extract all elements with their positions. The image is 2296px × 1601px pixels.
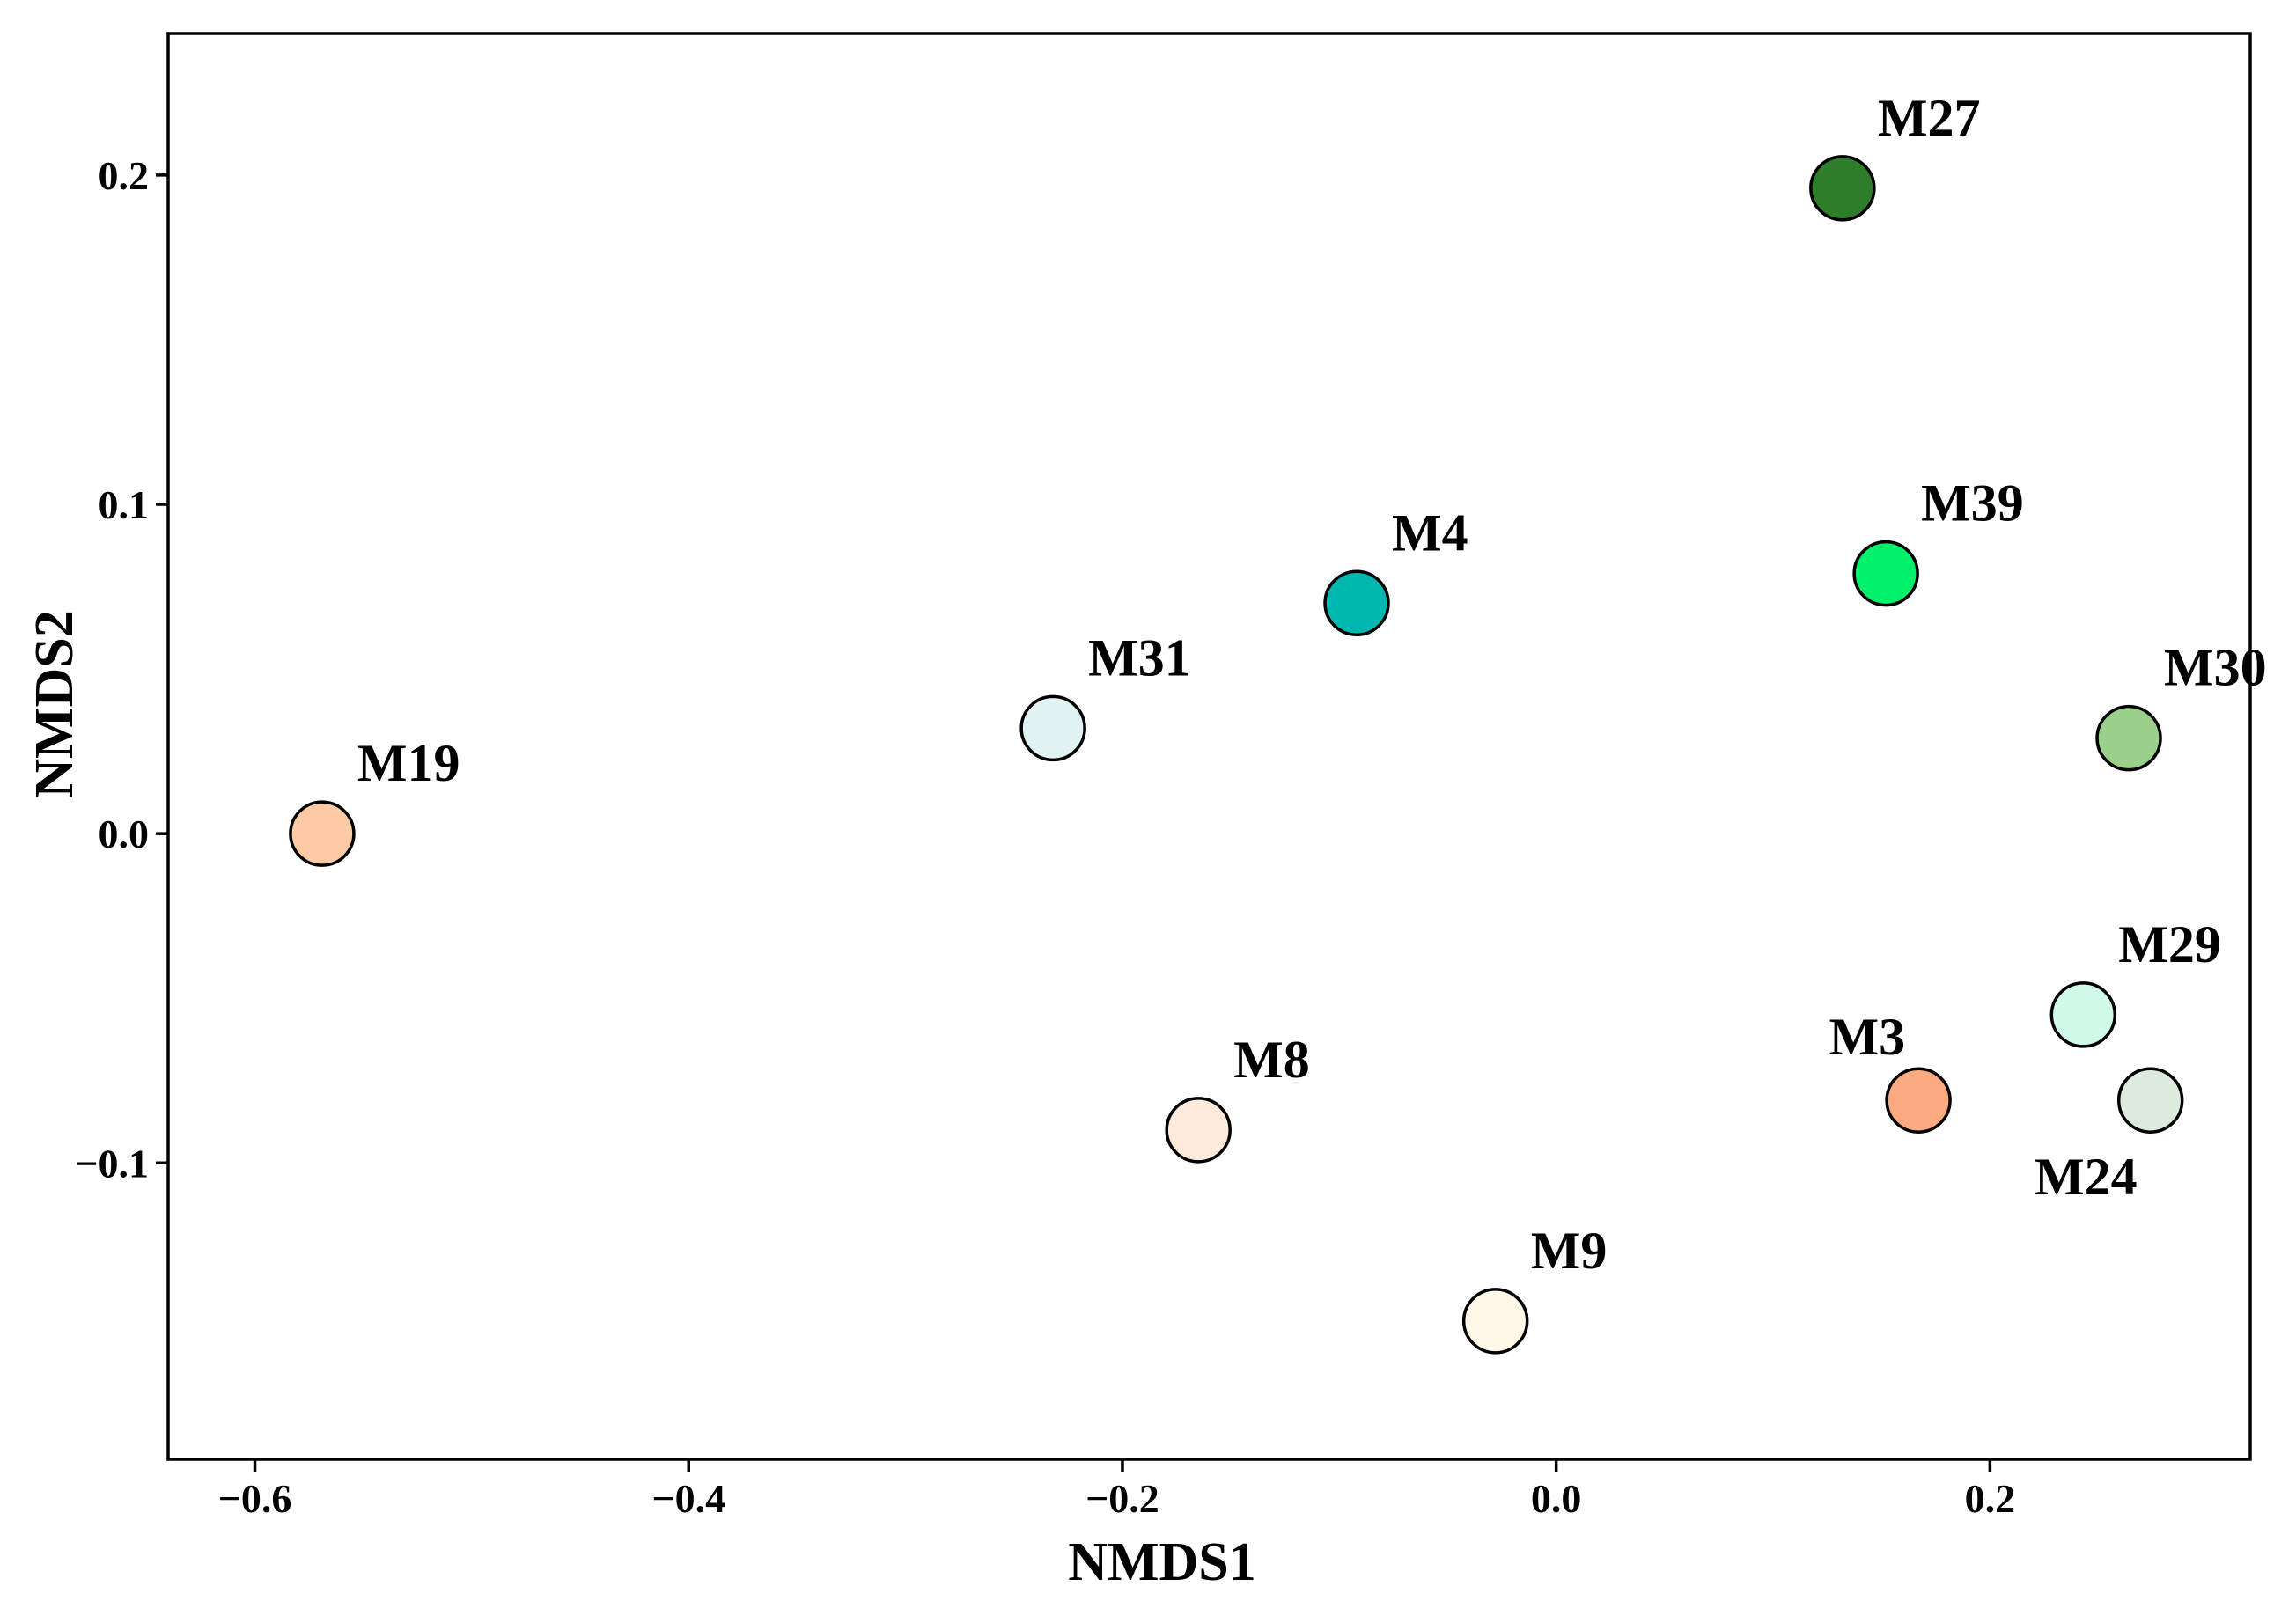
point-label-m9: M9 <box>1531 1222 1608 1280</box>
point-label-m3: M3 <box>1829 1008 1905 1066</box>
x-axis: −0.6 −0.4 −0.2 0.0 0.2 <box>218 1459 2015 1521</box>
point-m31 <box>1019 694 1086 762</box>
point-label-m8: M8 <box>1233 1031 1310 1089</box>
y-tick-label: 0.0 <box>99 812 150 856</box>
y-tick-label: 0.1 <box>99 482 150 527</box>
point-label-m31: M31 <box>1088 628 1191 687</box>
point-label-m24: M24 <box>2035 1148 2138 1206</box>
point-m4 <box>1323 569 1390 637</box>
point-label-m19: M19 <box>357 734 460 792</box>
point-m29 <box>2049 981 2117 1048</box>
point-label-m27: M27 <box>1878 89 1981 147</box>
point-m39 <box>1852 540 1919 607</box>
point-label-m30: M30 <box>2164 639 2267 697</box>
data-points: M27 M39 M4 M31 M30 M19 M29 M3 M24 M8 M9 <box>289 89 2267 1355</box>
plot-frame <box>166 32 2252 1461</box>
point-m27 <box>1809 155 1876 222</box>
x-axis-title: NMDS1 <box>1068 1532 1256 1592</box>
point-label-m39: M39 <box>1921 474 2024 532</box>
point-m3 <box>1885 1067 1952 1134</box>
y-tick-label: −0.1 <box>75 1141 149 1186</box>
point-m30 <box>2095 704 2162 772</box>
y-axis-title: NMDS2 <box>25 610 85 798</box>
point-m24 <box>2116 1067 2184 1134</box>
x-tick-label: −0.6 <box>218 1476 292 1521</box>
point-label-m4: M4 <box>1392 503 1468 562</box>
point-m8 <box>1165 1097 1232 1164</box>
y-tick-label: 0.2 <box>99 153 150 198</box>
x-tick-label: −0.4 <box>651 1476 725 1521</box>
point-label-m29: M29 <box>2118 915 2221 973</box>
point-m19 <box>289 800 356 867</box>
x-tick-label: 0.2 <box>1965 1476 2016 1521</box>
y-axis: −0.1 0.0 0.1 0.2 <box>75 153 168 1186</box>
x-tick-label: 0.0 <box>1531 1476 1582 1521</box>
point-m9 <box>1461 1288 1529 1355</box>
x-tick-label: −0.2 <box>1085 1476 1159 1521</box>
